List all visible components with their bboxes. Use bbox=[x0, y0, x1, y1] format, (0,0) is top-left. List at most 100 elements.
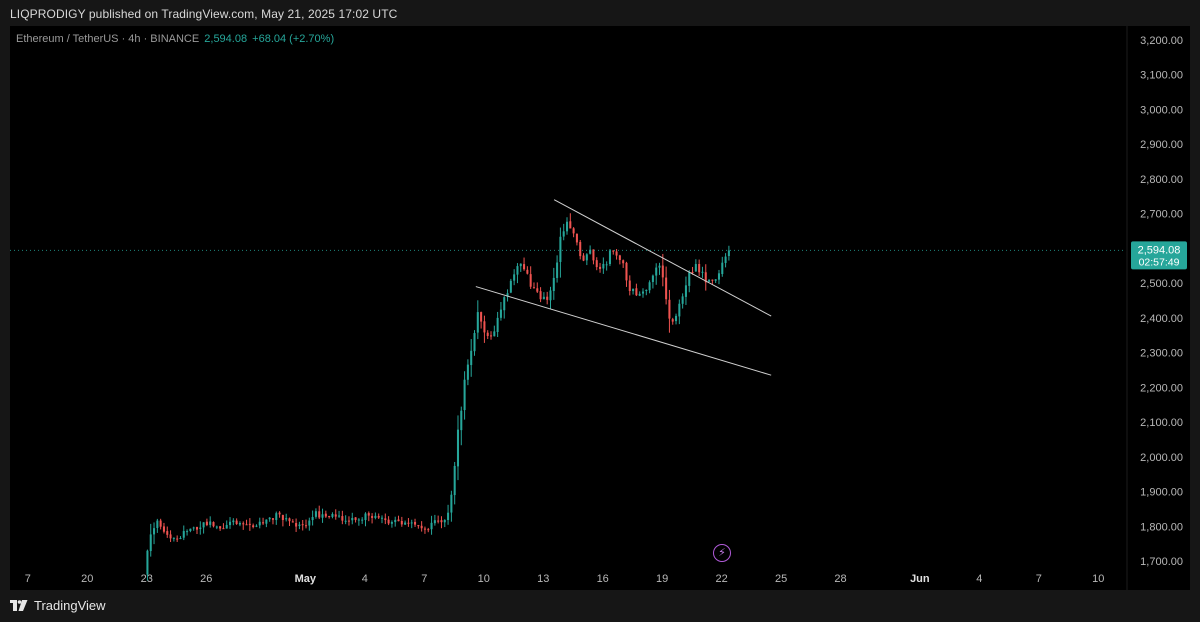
candle-body bbox=[447, 512, 450, 521]
candle-body bbox=[460, 410, 463, 431]
candle-body bbox=[341, 516, 344, 521]
x-tick-label: 22 bbox=[715, 573, 727, 585]
candle-down bbox=[661, 253, 664, 287]
candle-body bbox=[219, 526, 222, 529]
candle-up bbox=[717, 269, 721, 285]
candle-down bbox=[704, 264, 707, 291]
candle-up bbox=[433, 514, 436, 526]
candle-body bbox=[318, 511, 321, 518]
candle-down bbox=[407, 518, 410, 527]
candle-up bbox=[684, 276, 687, 305]
candle-down bbox=[384, 513, 387, 525]
candle-up bbox=[714, 279, 717, 283]
candle-up bbox=[374, 512, 377, 520]
candle-down bbox=[195, 526, 199, 534]
candle-down bbox=[595, 257, 598, 271]
y-tick-label: 2,200.00 bbox=[1140, 382, 1183, 394]
x-tick-label: 7 bbox=[421, 573, 427, 585]
candle-body bbox=[632, 288, 635, 292]
y-tick-label: 2,100.00 bbox=[1140, 417, 1183, 429]
candle-body bbox=[357, 519, 360, 521]
candle-up bbox=[156, 518, 159, 533]
candle-up bbox=[192, 526, 195, 531]
candle-down bbox=[569, 213, 572, 229]
candle-body bbox=[179, 538, 182, 540]
candle-body bbox=[608, 250, 611, 265]
candle-body bbox=[265, 519, 268, 524]
candle-up bbox=[146, 549, 149, 581]
candle-body bbox=[209, 521, 212, 525]
candle-down bbox=[281, 514, 284, 527]
candle-body bbox=[252, 525, 255, 528]
candle-body bbox=[661, 265, 664, 278]
candle-body bbox=[658, 265, 661, 268]
candle-body bbox=[281, 515, 284, 521]
candle-down bbox=[371, 513, 374, 524]
candle-body bbox=[592, 249, 595, 261]
candle-down bbox=[278, 511, 281, 518]
candle-down bbox=[162, 522, 165, 534]
candle-up bbox=[681, 293, 684, 309]
candle-up bbox=[678, 299, 681, 325]
candle-up bbox=[338, 510, 341, 518]
candle-body bbox=[146, 550, 149, 575]
candle-body bbox=[347, 520, 350, 522]
candle-up bbox=[724, 253, 727, 268]
candle-body bbox=[304, 525, 308, 527]
x-tick-label: 26 bbox=[200, 573, 212, 585]
candle-down bbox=[529, 266, 532, 289]
candle-up bbox=[463, 371, 466, 420]
candle-up bbox=[519, 263, 522, 272]
candle-up bbox=[453, 461, 456, 505]
candle-up bbox=[708, 279, 711, 282]
candle-body bbox=[205, 521, 208, 526]
candle-body bbox=[186, 531, 189, 533]
candle-up bbox=[321, 508, 324, 523]
x-tick-label: 25 bbox=[775, 573, 787, 585]
x-axis-ticks: 7 20 23 26 May 4 7 10 13 16 19 22 25 28 Jun 4 7 10 bbox=[25, 573, 1105, 585]
candle-body bbox=[199, 527, 202, 529]
chart-area[interactable] bbox=[10, 26, 1190, 590]
candle-body bbox=[268, 517, 271, 520]
candle-down bbox=[334, 509, 337, 520]
candle-up bbox=[186, 529, 189, 536]
trendlines bbox=[475, 199, 772, 376]
footer-bar: TradingView bbox=[0, 590, 1200, 622]
candle-up bbox=[648, 280, 651, 294]
x-tick-label: 28 bbox=[834, 573, 846, 585]
candle-body bbox=[724, 256, 727, 263]
y-tick-label: 3,100.00 bbox=[1140, 70, 1183, 82]
candle-body bbox=[701, 271, 704, 273]
candle-body bbox=[367, 513, 370, 516]
candle-up bbox=[608, 249, 611, 267]
candle-up bbox=[585, 253, 588, 266]
candle-body bbox=[417, 525, 420, 527]
candle-up bbox=[275, 511, 278, 525]
candle-body bbox=[311, 517, 314, 521]
candle-up bbox=[361, 517, 364, 524]
candle-body bbox=[450, 494, 453, 513]
candle-body bbox=[542, 296, 545, 300]
y-tick-label: 1,900.00 bbox=[1140, 487, 1183, 499]
candle-up bbox=[357, 518, 360, 526]
candle-body bbox=[321, 514, 324, 518]
candles bbox=[146, 213, 730, 581]
y-tick-label: 2,300.00 bbox=[1140, 348, 1183, 360]
candle-up bbox=[638, 291, 641, 297]
candle-up bbox=[727, 245, 730, 261]
candle-up bbox=[556, 255, 559, 283]
candle-body bbox=[423, 528, 426, 530]
candle-down bbox=[248, 518, 251, 531]
candle-down bbox=[252, 523, 255, 529]
candle-body bbox=[212, 522, 215, 527]
lightning-icon[interactable]: ⚡ bbox=[713, 544, 731, 562]
candle-up bbox=[255, 524, 258, 528]
candle-body bbox=[552, 277, 555, 292]
candle-body bbox=[486, 332, 489, 336]
tradingview-brand[interactable]: TradingView bbox=[10, 598, 106, 613]
candle-down bbox=[318, 505, 321, 520]
candle-up bbox=[542, 292, 545, 300]
y-tick-label: 3,000.00 bbox=[1140, 104, 1183, 116]
candle-up bbox=[447, 504, 450, 525]
